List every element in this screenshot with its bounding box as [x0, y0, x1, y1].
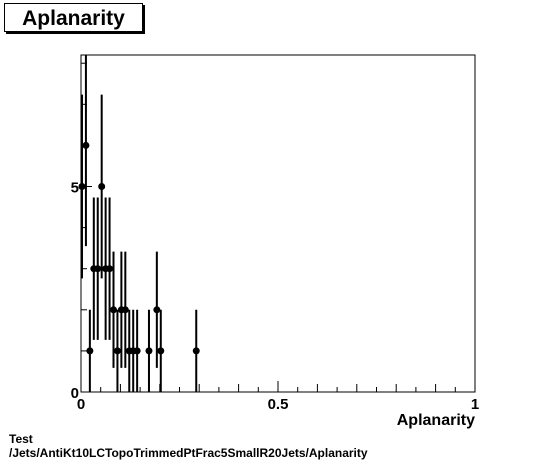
chart-title: Aplanarity [22, 7, 125, 30]
x-tick-label: 0 [77, 396, 85, 413]
footer-line-1: Test [9, 432, 33, 446]
x-tick-label: 0.5 [268, 396, 289, 413]
footer: Test /Jets/AntiKt10LCTopoTrimmedPtFrac5S… [9, 432, 368, 460]
plot-area: 0 0.5 1 0 5 Aplanarity [71, 54, 480, 429]
data-point [153, 306, 161, 314]
data-point [78, 183, 86, 191]
title-box: Aplanarity [4, 3, 143, 32]
plot-frame [80, 54, 476, 393]
y-tick-label: 5 [71, 180, 79, 197]
data-point [145, 347, 153, 355]
data-point [133, 347, 141, 355]
data-point [157, 347, 165, 355]
data-point [106, 265, 114, 273]
data-point [192, 347, 200, 355]
data-markers [78, 141, 200, 355]
data-point [82, 141, 90, 149]
x-axis-label: Aplanarity [397, 412, 475, 429]
footer-line-2: /Jets/AntiKt10LCTopoTrimmedPtFrac5SmallR… [9, 446, 368, 460]
data-point [121, 306, 129, 314]
data-point [98, 183, 106, 191]
data-point [113, 347, 121, 355]
data-point [110, 306, 118, 314]
tick-labels: 0 0.5 1 0 5 [71, 180, 480, 413]
data-point [94, 265, 102, 273]
y-tick-label: 0 [71, 385, 79, 402]
data-point [86, 347, 94, 355]
x-tick-label: 1 [471, 396, 479, 413]
